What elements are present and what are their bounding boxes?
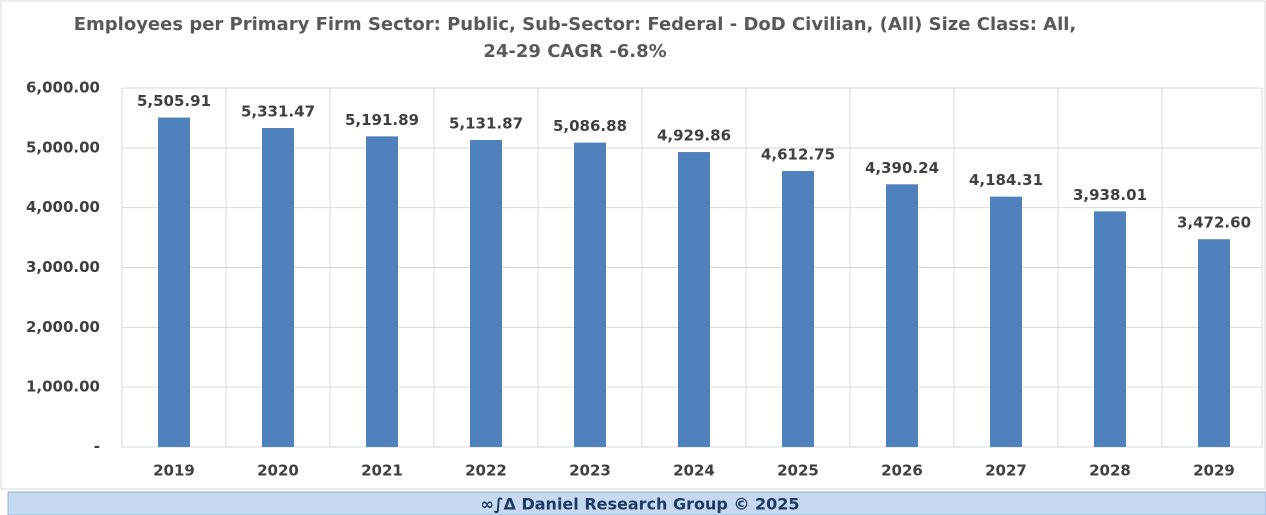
data-label: 4,612.75 xyxy=(761,146,835,164)
bar xyxy=(158,117,190,447)
data-label: 5,191.89 xyxy=(345,111,419,129)
x-tick-label: 2023 xyxy=(569,462,611,480)
chart-title: Employees per Primary Firm Sector: Publi… xyxy=(74,14,1077,35)
data-label: 5,131.87 xyxy=(449,114,523,132)
x-tick-label: 2025 xyxy=(777,462,819,480)
bar xyxy=(1094,211,1126,447)
x-tick-label: 2020 xyxy=(257,462,299,480)
bar xyxy=(574,142,606,447)
data-label: 4,390.24 xyxy=(865,159,939,177)
chart-border xyxy=(0,0,1266,490)
data-label: 5,505.91 xyxy=(137,92,211,110)
x-tick-label: 2024 xyxy=(673,462,715,480)
y-tick-label: 4,000.00 xyxy=(26,198,100,216)
chart-title: 24-29 CAGR -6.8% xyxy=(483,41,666,62)
x-tick-label: 2029 xyxy=(1193,462,1235,480)
y-tick-label: 6,000.00 xyxy=(26,79,100,97)
bar xyxy=(470,139,502,447)
x-tick-label: 2026 xyxy=(881,462,923,480)
y-tick-label: - xyxy=(94,438,100,456)
footer: ∞∫Δ Daniel Research Group © 2025 xyxy=(480,495,799,514)
y-tick-label: 1,000.00 xyxy=(26,378,100,396)
x-tick-label: 2028 xyxy=(1089,462,1131,480)
data-label: 3,472.60 xyxy=(1177,214,1251,232)
y-tick-label: 5,000.00 xyxy=(26,138,100,156)
bar xyxy=(886,184,918,447)
data-label: 3,938.01 xyxy=(1073,186,1147,204)
y-tick-label: 3,000.00 xyxy=(26,258,100,276)
bar xyxy=(262,128,294,448)
x-tick-label: 2019 xyxy=(153,462,195,480)
x-tick-label: 2027 xyxy=(985,462,1027,480)
x-tick-label: 2021 xyxy=(361,462,403,480)
data-label: 5,331.47 xyxy=(241,103,315,121)
data-label: 4,184.31 xyxy=(969,171,1043,189)
data-label: 5,086.88 xyxy=(553,117,627,135)
bar xyxy=(678,152,710,448)
bar xyxy=(782,171,814,447)
bar xyxy=(1198,239,1230,447)
bar xyxy=(990,196,1022,447)
bar xyxy=(366,136,398,447)
x-tick-label: 2022 xyxy=(465,462,507,480)
footer-band xyxy=(7,491,1266,515)
y-tick-label: 2,000.00 xyxy=(26,318,100,336)
data-label: 4,929.86 xyxy=(657,127,731,145)
